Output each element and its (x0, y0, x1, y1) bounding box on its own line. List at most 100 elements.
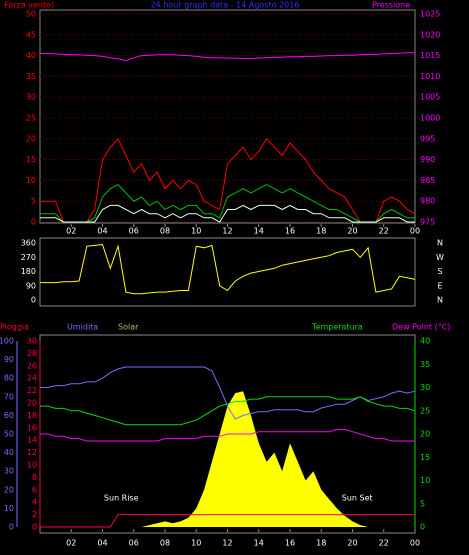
area (40, 391, 415, 527)
panel-frame (39, 9, 416, 224)
chart-title: 24 hour graph data - 14 Agosto 2016 (151, 1, 300, 10)
legend-entry: Solar (118, 323, 139, 332)
x-tick-label: 02 (66, 539, 76, 548)
legend-entry: Pioggia (0, 323, 29, 332)
tick-label: 1000 (420, 114, 440, 123)
x-tick-label: 22 (379, 539, 389, 548)
tick-label: 70 (4, 392, 14, 401)
tick-label: 28 (27, 349, 37, 358)
tick-label: 90 (26, 281, 36, 290)
tick-label: 40 (420, 337, 430, 346)
tick-label: 30 (27, 337, 37, 346)
line (40, 244, 416, 295)
tick-label: 0 (420, 523, 425, 532)
tick-label: S (437, 267, 442, 276)
tick-label: 1015 (420, 51, 440, 60)
tick-label: 1020 (420, 30, 440, 39)
legend-entry: Umidita (67, 323, 98, 332)
tick-label: 50 (4, 430, 14, 439)
x-tick-label: 02 (66, 227, 76, 236)
x-tick-label: 12 (222, 227, 232, 236)
tick-label: 16 (27, 423, 37, 432)
x-tick-label: 04 (97, 227, 107, 236)
tick-label: 270 (21, 253, 36, 262)
tick-label: 20 (27, 399, 37, 408)
panel-frame (39, 237, 416, 307)
legend-entry: Temperatura (311, 323, 363, 332)
tick-label: 5 (31, 197, 36, 206)
tick-label: 35 (420, 360, 430, 369)
tick-label: 10 (4, 504, 14, 513)
x-tick-label: 20 (347, 227, 357, 236)
tick-label: 180 (21, 267, 36, 276)
tick-label: 20 (420, 430, 430, 439)
tick-label: 20 (26, 134, 36, 143)
x-tick-label: 12 (222, 539, 232, 548)
tick-label: 40 (4, 448, 14, 457)
x-tick-label: 18 (316, 227, 326, 236)
tick-label: 18 (27, 411, 37, 420)
tick-label: 90 (4, 355, 14, 364)
x-tick-label: 06 (129, 539, 139, 548)
x-tick-label: 16 (285, 227, 295, 236)
tick-label: 1005 (420, 93, 440, 102)
tick-label: 1025 (420, 10, 440, 19)
tick-label: 360 (21, 239, 36, 248)
x-tick-label: 00 (410, 227, 420, 236)
tick-label: 25 (420, 406, 430, 415)
line (40, 137, 416, 223)
tick-label: E (437, 281, 442, 290)
tick-label: 5 (420, 499, 425, 508)
line (40, 204, 415, 223)
tick-label: 10 (27, 461, 37, 470)
tick-label: 80 (4, 374, 14, 383)
tick-label: 10 (420, 476, 430, 485)
line (40, 366, 416, 420)
tick-label: 15 (26, 155, 36, 164)
x-tick-label: 14 (254, 227, 264, 236)
tick-label: 985 (420, 176, 435, 185)
x-tick-label: 06 (129, 227, 139, 236)
line (40, 396, 416, 426)
line (40, 428, 415, 442)
line (40, 183, 415, 223)
tick-label: 26 (27, 361, 37, 370)
tick-label: 995 (420, 134, 435, 143)
x-tick-label: 14 (254, 539, 264, 548)
tick-label: 30 (420, 383, 430, 392)
tick-label: 40 (26, 51, 36, 60)
tick-label: N (437, 296, 443, 305)
tick-label: 975 (420, 218, 435, 227)
tick-label: 0 (31, 296, 36, 305)
tick-label: 100 (0, 337, 14, 346)
tick-label: 0 (9, 523, 14, 532)
x-tick-label: 00 (410, 539, 420, 548)
tick-label: 24 (27, 374, 37, 383)
tick-label: 0 (31, 218, 36, 227)
tick-label: 980 (420, 197, 435, 206)
tick-label: 45 (26, 30, 36, 39)
tick-label: 30 (26, 93, 36, 102)
x-tick-label: 10 (191, 227, 201, 236)
tick-label: N (437, 239, 443, 248)
legend-entry: Pressione (372, 1, 410, 10)
tick-label: 1010 (420, 72, 440, 81)
tick-label: 8 (32, 473, 37, 482)
tick-label: 6 (32, 485, 37, 494)
annotation: Sun Rise (104, 494, 139, 503)
tick-label: 990 (420, 155, 435, 164)
tick-label: 2 (32, 510, 37, 519)
x-tick-label: 16 (285, 539, 295, 548)
tick-label: 15 (420, 453, 430, 462)
x-tick-label: 22 (379, 227, 389, 236)
line (40, 52, 415, 62)
tick-label: 35 (26, 72, 36, 81)
tick-label: 25 (26, 114, 36, 123)
tick-label: 10 (26, 176, 36, 185)
tick-label: 30 (4, 467, 14, 476)
x-tick-label: 04 (97, 539, 107, 548)
x-tick-label: 10 (191, 539, 201, 548)
x-tick-label: 18 (316, 539, 326, 548)
